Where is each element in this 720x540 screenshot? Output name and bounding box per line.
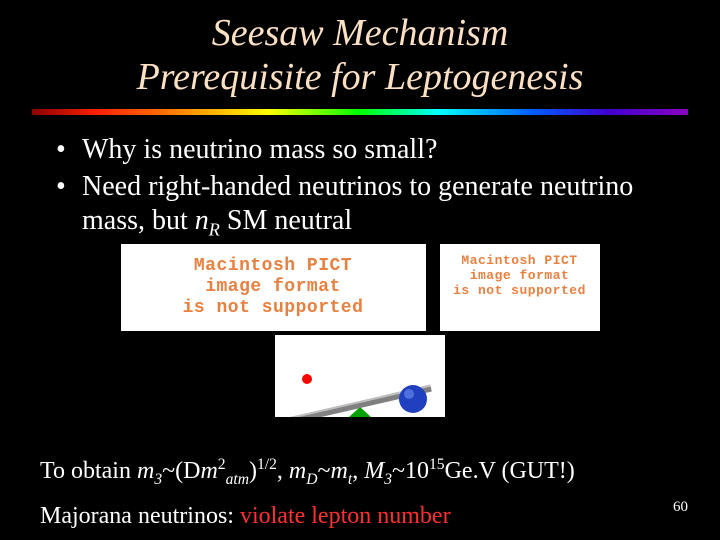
- bullet-marker: •: [56, 133, 82, 167]
- bullet-marker: •: [56, 170, 82, 241]
- bullet-text: Why is neutrino mass so small?: [82, 133, 676, 167]
- pict-placeholder-right: Macintosh PICT image format is not suppo…: [440, 244, 600, 330]
- placeholder-line: Macintosh PICT: [194, 256, 352, 276]
- placeholder-line: is not supported: [183, 298, 364, 318]
- placeholder-line: image format: [470, 268, 570, 283]
- placeholder-line: Macintosh PICT: [461, 253, 577, 268]
- slide-number: 60: [673, 499, 688, 516]
- violate-text: violate lepton number: [240, 503, 451, 529]
- small-ball-icon: [302, 374, 312, 384]
- bullet-item-2: • Need right-handed neutrinos to generat…: [56, 170, 676, 241]
- bullet-item-1: • Why is neutrino mass so small?: [56, 133, 676, 167]
- bottom-text: To obtain m3~(Dm2atm)1/2, mD~mt, M3~1015…: [0, 456, 720, 530]
- pict-placeholder-left: Macintosh PICT image format is not suppo…: [121, 244, 426, 330]
- title-line-1: Seesaw Mechanism: [212, 12, 509, 54]
- slide-title: Seesaw Mechanism Prerequisite for Leptog…: [0, 0, 720, 99]
- big-ball-icon: [399, 385, 427, 413]
- title-line-2: Prerequisite for Leptogenesis: [137, 56, 584, 98]
- bullet-text: Need right-handed neutrinos to generate …: [82, 170, 676, 241]
- bullet-list: • Why is neutrino mass so small? • Need …: [0, 133, 720, 240]
- placeholder-line: image format: [205, 277, 341, 297]
- seesaw-diagram: [275, 335, 445, 417]
- rainbow-divider: [32, 109, 688, 115]
- majorana-line: Majorana neutrinos: violate lepton numbe…: [40, 503, 680, 530]
- equation-line: To obtain m3~(Dm2atm)1/2, mD~mt, M3~1015…: [40, 456, 680, 489]
- image-row: Macintosh PICT image format is not suppo…: [0, 244, 720, 330]
- placeholder-line: is not supported: [453, 283, 586, 298]
